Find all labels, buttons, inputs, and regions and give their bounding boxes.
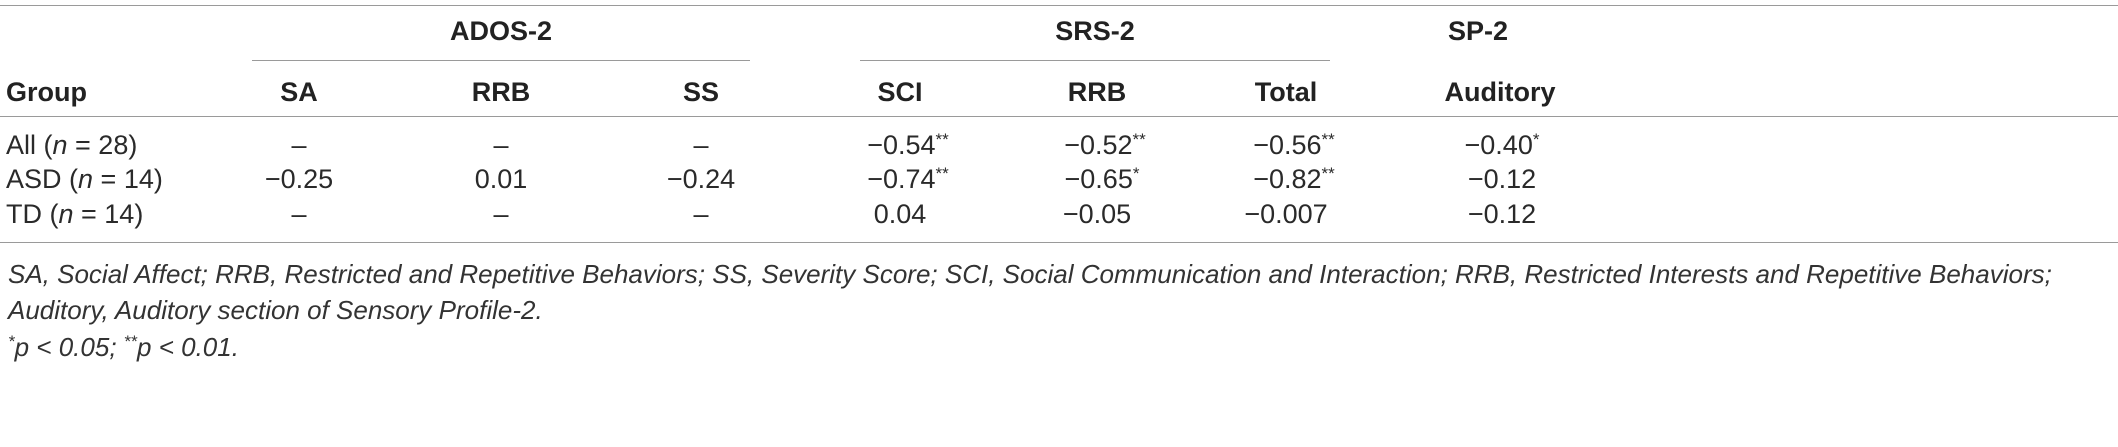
column-header-auditory: Auditory — [1444, 77, 1556, 107]
cell-td-ss: – — [693, 199, 709, 229]
srs-group-rule — [860, 60, 1330, 61]
table-top-rule — [0, 5, 2118, 6]
header-bottom-rule — [0, 116, 2118, 117]
group-header-sp: SP-2 — [1447, 16, 1509, 46]
column-header-rrb: RRB — [471, 77, 531, 107]
column-header-sci: SCI — [877, 77, 923, 107]
cell-all-rrb: – — [493, 130, 509, 160]
cell-asd-sci: −0.74** — [867, 164, 949, 194]
group-header-ados: ADOS-2 — [449, 16, 553, 46]
cell-asd-sa: −0.25 — [264, 164, 334, 194]
column-header-ss: SS — [682, 77, 720, 107]
cell-td-sci: 0.04 — [873, 199, 927, 229]
row-label-asd: ASD (n = 14) — [6, 164, 163, 194]
cell-asd-auditory: −0.12 — [1467, 164, 1537, 194]
cell-td-auditory: −0.12 — [1467, 199, 1537, 229]
ados-group-rule — [252, 60, 750, 61]
table-footnote-abbreviations: SA, Social Affect; RRB, Restricted and R… — [8, 259, 2052, 325]
column-header-srs-rrb: RRB — [1067, 77, 1127, 107]
column-header-sa: SA — [280, 77, 318, 107]
cell-all-sci: −0.54** — [867, 130, 949, 160]
cell-asd-srs-rrb: −0.65* — [1064, 164, 1140, 194]
cell-td-total: −0.007 — [1244, 199, 1328, 229]
cell-asd-rrb: 0.01 — [474, 164, 528, 194]
cell-asd-total: −0.82** — [1253, 164, 1335, 194]
cell-all-ss: – — [693, 130, 709, 160]
cell-all-auditory: −0.40* — [1464, 130, 1540, 160]
column-header-group: Group — [6, 77, 87, 107]
cell-all-sa: – — [291, 130, 307, 160]
column-header-total: Total — [1254, 77, 1318, 107]
row-label-all: All (n = 28) — [6, 130, 138, 160]
cell-all-srs-rrb: −0.52** — [1064, 130, 1146, 160]
cell-td-rrb: – — [493, 199, 509, 229]
group-header-srs: SRS-2 — [1055, 16, 1135, 46]
table-footnote-significance: *p < 0.05; **p < 0.01. — [8, 332, 239, 362]
cell-all-total: −0.56** — [1253, 130, 1335, 160]
table-bottom-rule — [0, 242, 2118, 243]
cell-asd-ss: −0.24 — [666, 164, 736, 194]
cell-td-sa: – — [291, 199, 307, 229]
row-label-td: TD (n = 14) — [6, 199, 144, 229]
cell-td-srs-rrb: −0.05 — [1062, 199, 1132, 229]
